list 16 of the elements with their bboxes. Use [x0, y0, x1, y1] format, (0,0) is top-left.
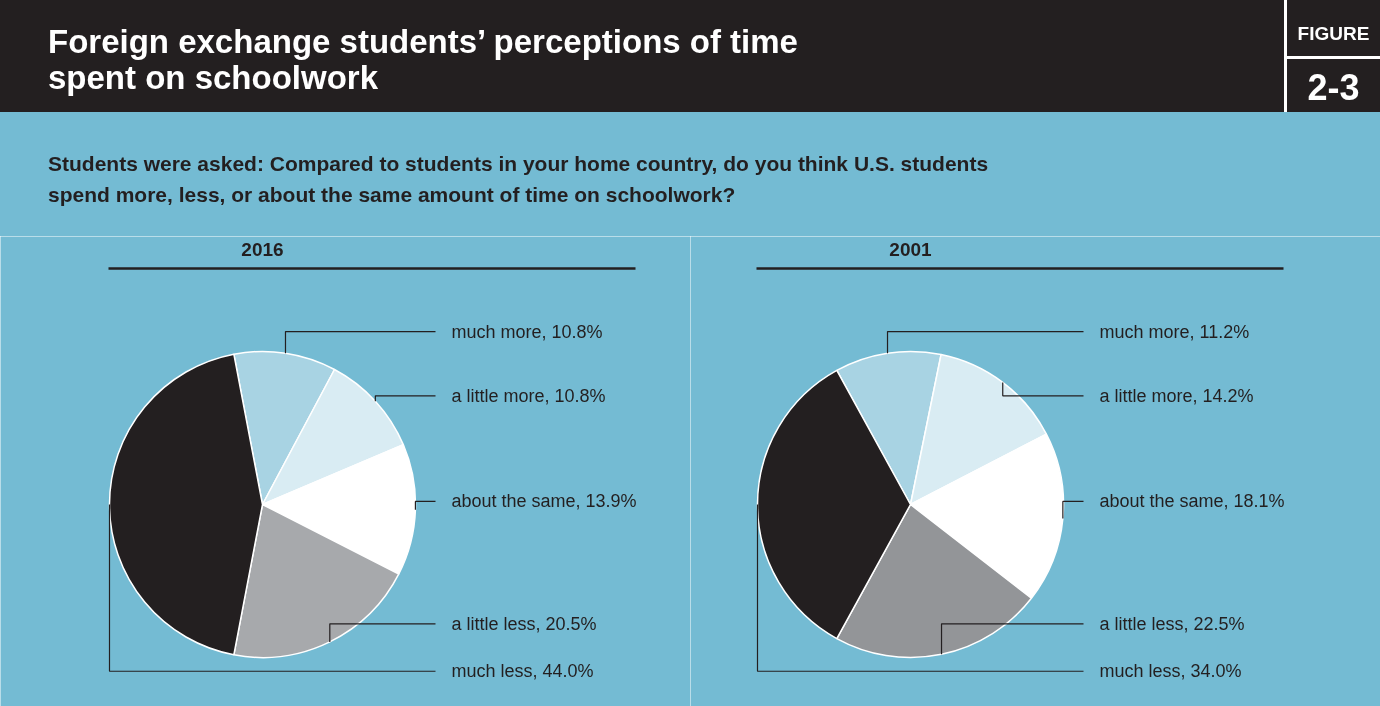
slice-label: a little more, 14.2%: [1099, 385, 1254, 406]
chart-title: 2016: [241, 239, 284, 260]
text: 2-3: [1306, 66, 1361, 110]
slice-label: much less, 34.0%: [1099, 661, 1242, 682]
slice-label: much more, 10.8%: [451, 321, 603, 342]
slice-label: a little less, 20.5%: [451, 613, 597, 634]
slice-label: about the same, 18.1%: [1099, 491, 1285, 512]
text: Foreign exchange students’ perceptions of time spent on schoolwork: [48, 23, 799, 96]
slice-label: a little less, 22.5%: [1099, 613, 1245, 634]
slice-label: much less, 44.0%: [451, 661, 594, 682]
text: Students were asked: Compared to students in your home country, do you think U.S. students spend more, less, or about the same amount of time on schoolwork?: [48, 151, 990, 208]
chart-title: 2001: [889, 239, 933, 260]
slice-label: about the same, 13.9%: [451, 491, 637, 512]
text: FIGURE: [1296, 22, 1371, 46]
slice-label: much more, 11.2%: [1099, 321, 1250, 342]
slice-label: a little more, 10.8%: [451, 385, 606, 406]
